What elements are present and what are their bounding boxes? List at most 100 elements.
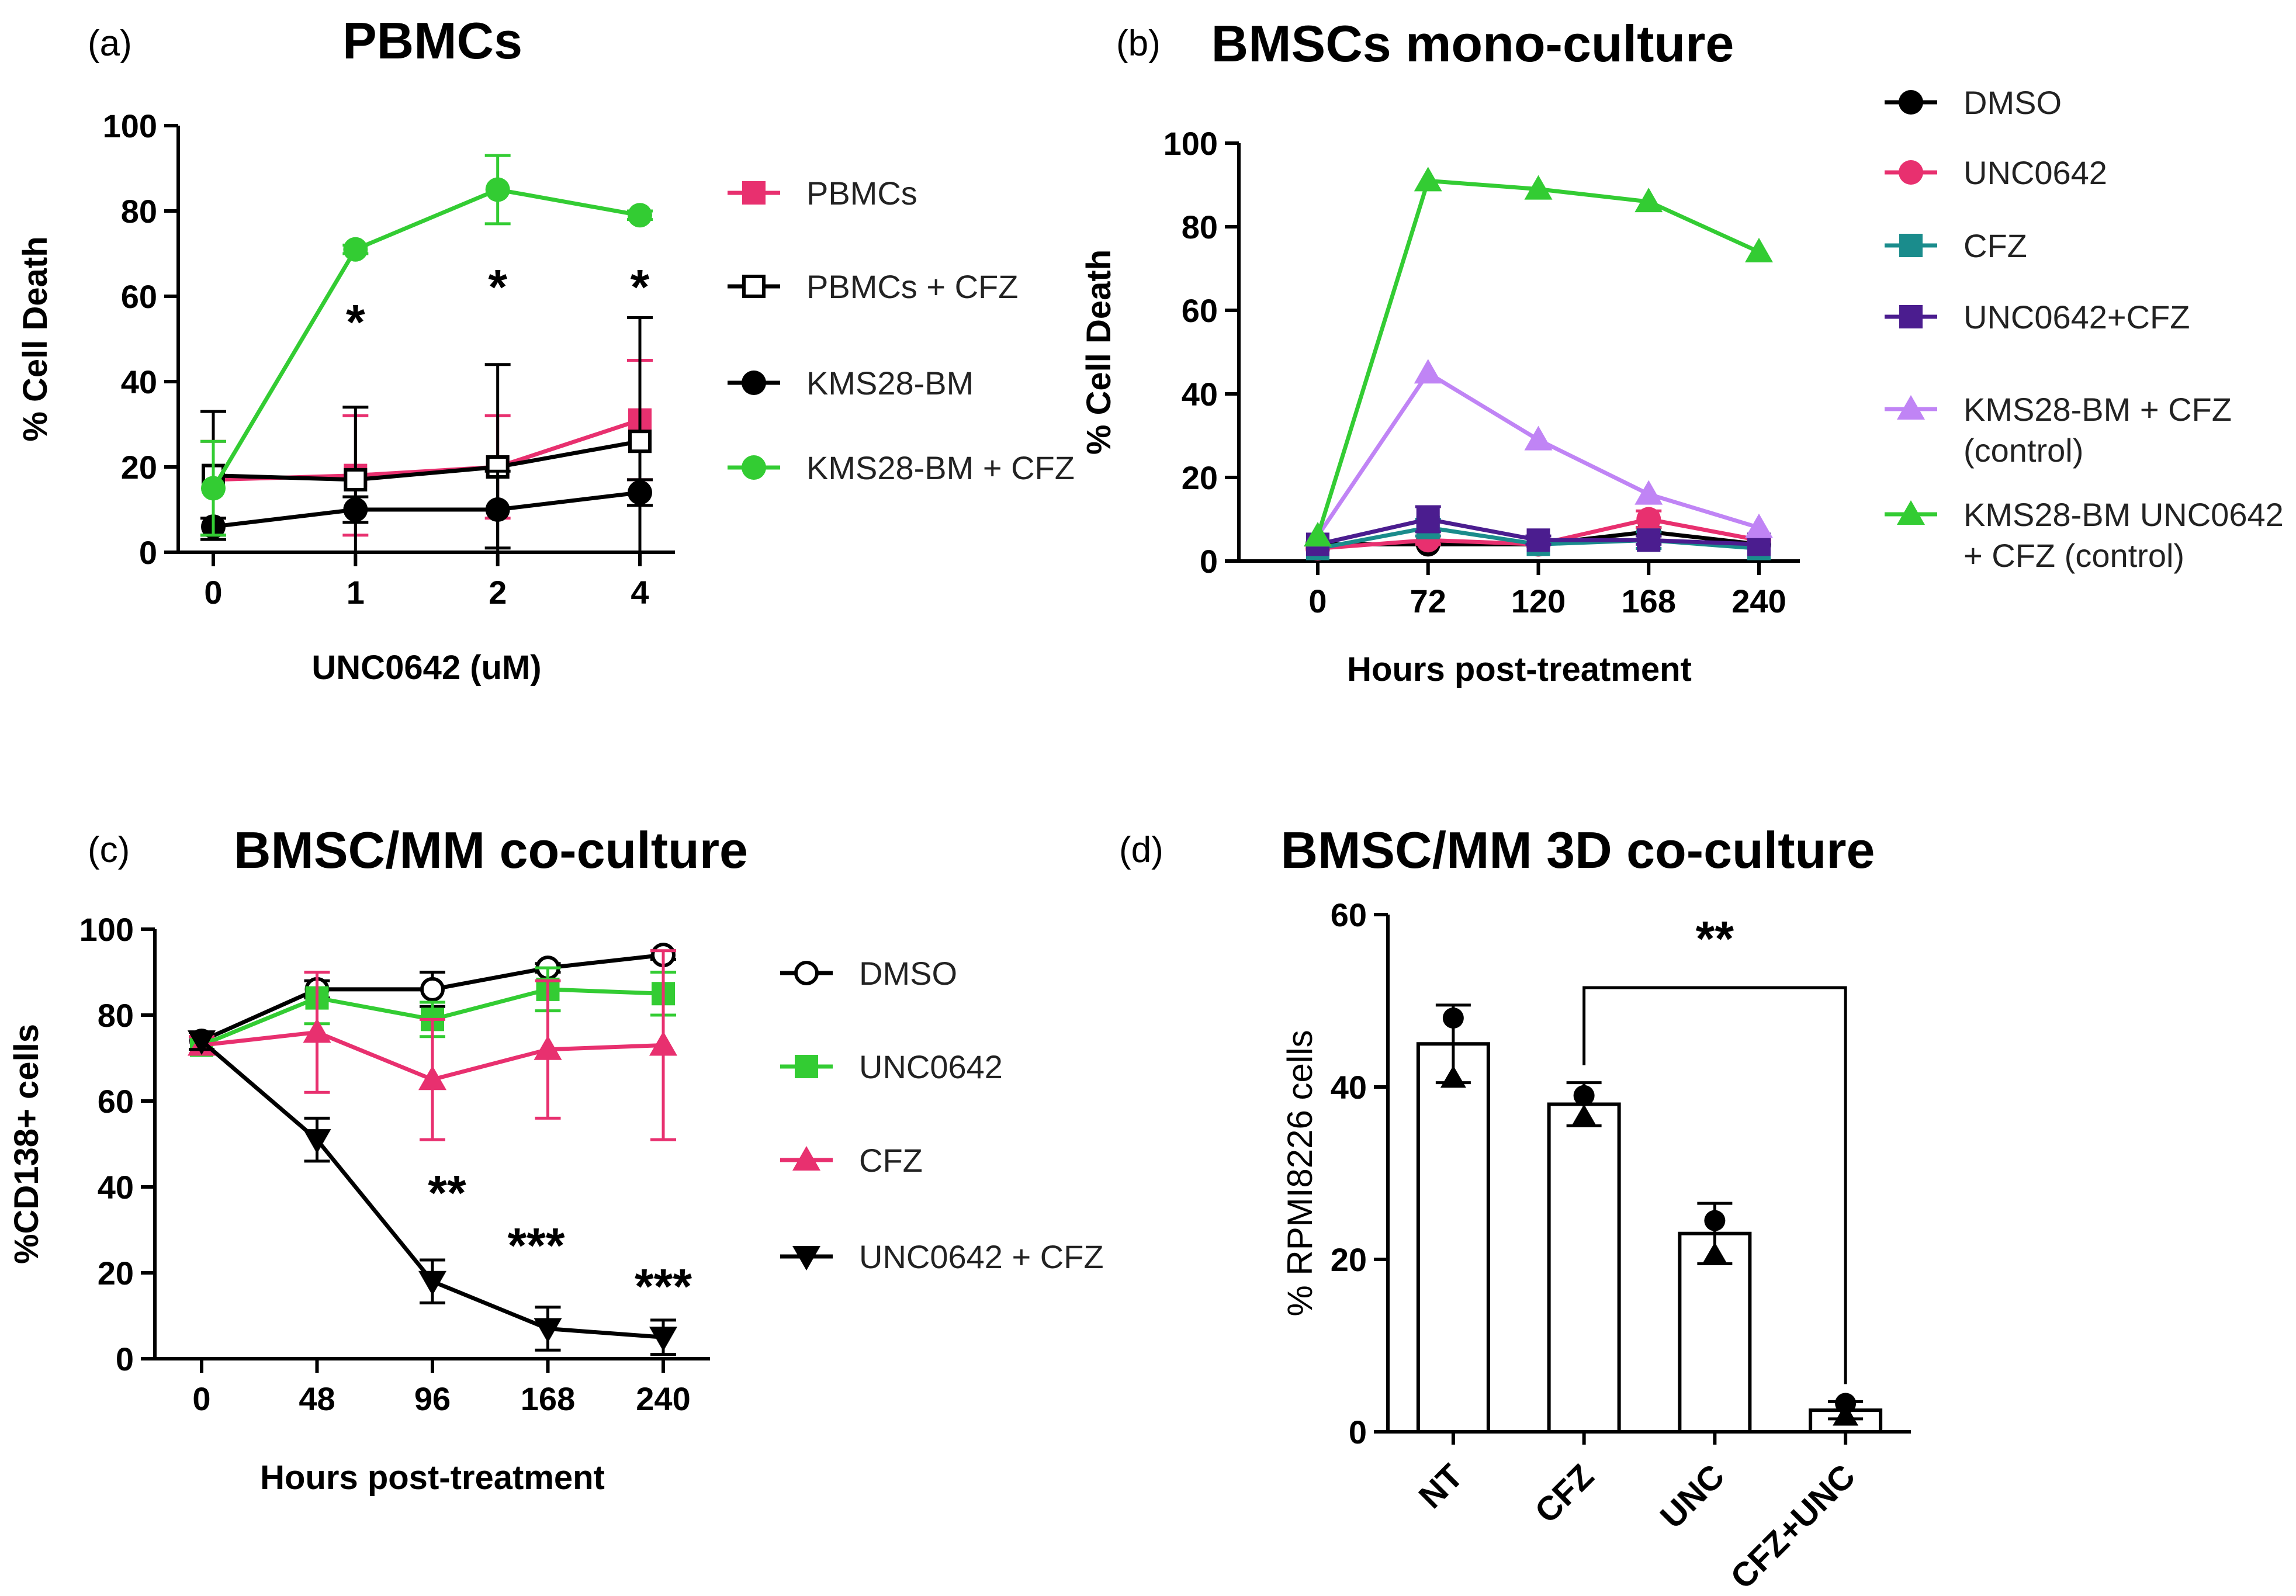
bar-unc xyxy=(1678,1202,1752,1445)
y-axis-label: %CD138+ cells xyxy=(8,1024,46,1264)
bar xyxy=(1416,1042,1490,1434)
legend-item-kms28-bm: KMS28-BM xyxy=(728,365,974,401)
legend-label: KMS28-BM UNC0642 xyxy=(1963,496,2284,533)
legend-label: UNC0642 xyxy=(859,1048,1003,1085)
legend-marker xyxy=(1899,160,1923,185)
chart-title: BMSCs mono-culture xyxy=(1211,15,1734,72)
y-tick-label: 0 xyxy=(116,1341,134,1377)
y-tick-label: 20 xyxy=(1182,459,1218,496)
y-tick-label: 0 xyxy=(1200,543,1218,580)
legend-marker xyxy=(742,371,766,395)
significance-marker: * xyxy=(346,295,365,349)
legend-item-unc0642: UNC0642 xyxy=(1885,154,2107,191)
y-tick-label: 20 xyxy=(121,449,157,486)
y-tick-label: 80 xyxy=(98,997,134,1034)
data-point xyxy=(628,480,652,505)
data-point xyxy=(1524,425,1553,451)
legend-label: PBMCs xyxy=(806,175,917,212)
y-tick-label: 20 xyxy=(1331,1241,1367,1278)
x-tick-label: 0 xyxy=(1308,583,1327,619)
data-point xyxy=(344,468,368,491)
legend-item-dmso: DMSO xyxy=(780,955,957,992)
significance-marker: *** xyxy=(635,1259,692,1314)
x-tick-label: 1 xyxy=(347,574,365,611)
data-point xyxy=(418,1270,446,1296)
x-tick-label: 4 xyxy=(631,574,649,611)
legend-label: UNC0642 xyxy=(1963,154,2107,191)
y-axis-label: % Cell Death xyxy=(1080,250,1118,455)
y-tick-label: 80 xyxy=(1182,209,1218,245)
legend-marker xyxy=(742,181,766,205)
data-point xyxy=(1526,528,1550,552)
data-point xyxy=(303,1018,331,1043)
legend-label: PBMCs + CFZ xyxy=(806,268,1018,305)
data-point xyxy=(343,237,368,262)
series-line xyxy=(211,187,640,490)
data-point xyxy=(628,203,652,228)
data-point xyxy=(420,977,445,1002)
data-point xyxy=(1414,167,1442,192)
legend-label: KMS28-BM + CFZ xyxy=(806,449,1075,486)
legend-marker xyxy=(1897,395,1925,420)
data-point xyxy=(1634,480,1663,505)
y-tick-label: 60 xyxy=(98,1083,134,1120)
x-tick-label: 240 xyxy=(1731,583,1786,619)
significance-bracket xyxy=(1582,986,1847,1384)
panel-label: (c) xyxy=(88,830,130,870)
legend-label: DMSO xyxy=(1963,84,2062,121)
legend-marker xyxy=(792,1246,820,1270)
panel-label: (a) xyxy=(88,23,132,64)
legend-label: DMSO xyxy=(859,955,957,992)
x-tick-label: 240 xyxy=(636,1380,690,1417)
significance-marker: ** xyxy=(428,1165,466,1220)
x-tick-label: 120 xyxy=(1511,583,1566,619)
legend-marker xyxy=(794,961,819,985)
series-kms28-bm-cfz xyxy=(200,154,653,537)
y-tick-label: 60 xyxy=(1182,292,1218,329)
data-point xyxy=(1745,237,1773,262)
data-point xyxy=(1637,528,1661,552)
legend-item-kms28-bm-cfz: KMS28-BM + CFZ xyxy=(728,449,1075,486)
legend-marker xyxy=(795,1055,818,1078)
x-tick-label: 2 xyxy=(489,574,507,611)
y-tick-label: 0 xyxy=(1349,1414,1367,1450)
data-point xyxy=(1440,1065,1466,1088)
chart-title: BMSC/MM 3D co-culture xyxy=(1281,821,1875,879)
panel-label: (b) xyxy=(1116,23,1161,64)
data-point xyxy=(1573,1085,1595,1106)
data-point xyxy=(1636,507,1661,532)
data-point xyxy=(1414,359,1442,384)
data-point xyxy=(188,1030,216,1055)
legend-label: CFZ xyxy=(859,1142,923,1179)
data-point xyxy=(534,1035,562,1060)
data-point xyxy=(628,430,652,453)
data-point xyxy=(485,497,510,522)
x-axis-label: Hours post-treatment xyxy=(1347,650,1692,688)
data-point xyxy=(486,455,510,479)
y-tick-label: 40 xyxy=(1182,376,1218,413)
y-tick-label: 60 xyxy=(121,278,157,315)
x-axis-label: Hours post-treatment xyxy=(260,1459,605,1497)
legend-marker xyxy=(742,275,766,298)
legend-item-unc0642-cfz: UNC0642 + CFZ xyxy=(780,1238,1104,1275)
data-point xyxy=(649,1031,677,1056)
data-point xyxy=(1745,513,1773,538)
y-tick-label: 100 xyxy=(1163,125,1218,162)
legend-label-line2: + CFZ (control) xyxy=(1963,537,2184,574)
bar-cfz xyxy=(1547,1081,1621,1445)
legend-item-unc0642: UNC0642 xyxy=(780,1048,1003,1085)
y-tick-label: 40 xyxy=(121,363,157,400)
legend-item-dmso: DMSO xyxy=(1885,84,2062,121)
y-tick-label: 20 xyxy=(98,1255,134,1292)
x-tick-label: 168 xyxy=(1622,583,1676,619)
data-point xyxy=(201,476,226,501)
legend-marker xyxy=(1899,234,1923,257)
x-tick-label: 96 xyxy=(414,1380,451,1417)
y-tick-label: 60 xyxy=(1331,896,1367,933)
chart-title: BMSC/MM co-culture xyxy=(234,821,748,879)
legend-marker xyxy=(792,1146,820,1171)
legend-marker xyxy=(1899,305,1923,328)
y-tick-label: 80 xyxy=(121,193,157,230)
legend-label: CFZ xyxy=(1963,227,2027,264)
series-line xyxy=(213,439,640,482)
